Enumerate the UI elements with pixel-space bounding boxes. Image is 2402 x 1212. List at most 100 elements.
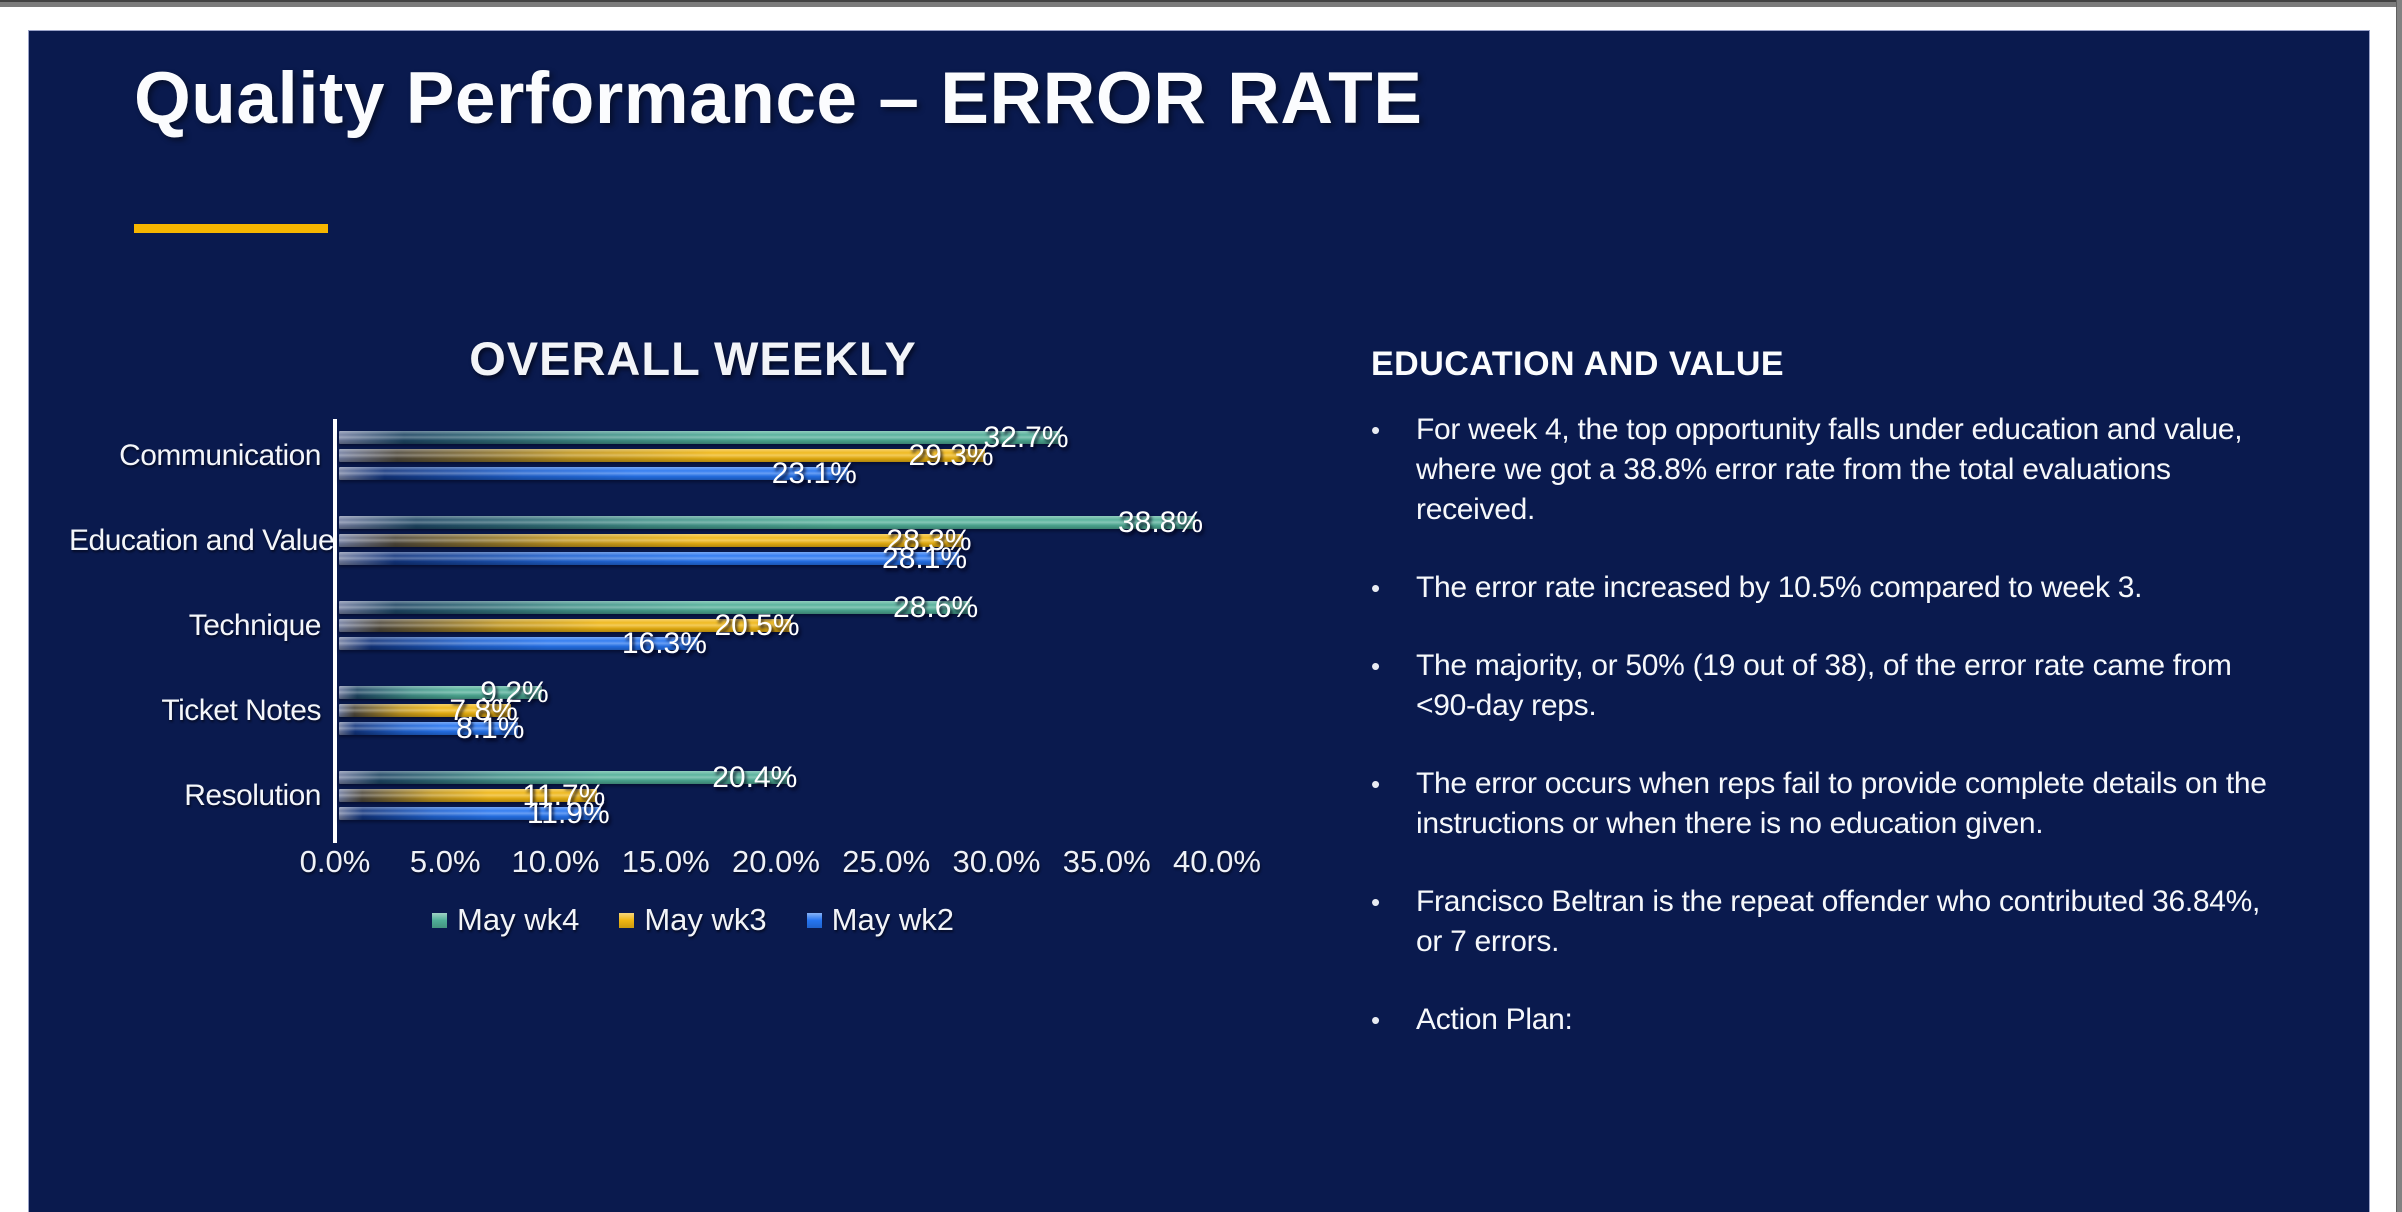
bullet-text: Francisco Beltran is the repeat offender… — [1416, 882, 2376, 962]
bar-may-wk3: 29.3% — [339, 440, 994, 470]
legend-label: May wk4 — [457, 902, 580, 937]
chart-bar-group: Resolution 20.4% 11.7% 11.9% — [69, 762, 1317, 828]
chart-bar-group: Ticket Notes 9.2% 7.8% 8.1% — [69, 677, 1317, 743]
category-label: Education and Value — [69, 523, 335, 557]
legend-item-may-wk4: May wk4 — [432, 902, 579, 938]
bar-value-label: 8.1% — [456, 711, 525, 745]
bar-value-label: 28.3% — [886, 523, 972, 557]
axis-tick-label: 25.0% — [842, 844, 931, 879]
category-label: Communication — [119, 438, 321, 472]
bar-row: 7.8% — [339, 695, 1221, 725]
bar-value-label: 29.3% — [908, 438, 994, 472]
category-label: Technique — [188, 608, 322, 642]
axis-tick-label: 30.0% — [952, 844, 1041, 879]
axis-tick-label: 35.0% — [1062, 844, 1151, 879]
bullet-item: • For week 4, the top opportunity falls u… — [1371, 410, 2376, 530]
legend-label: May wk2 — [831, 902, 954, 937]
x-axis: 0.0% 5.0% 10.0% 15.0% 20.0% 25.0% 30.0% 35.0% 40… — [300, 844, 1261, 879]
bullet-text: For week 4, the top opportunity falls un… — [1416, 410, 2376, 530]
legend-swatch — [432, 912, 448, 928]
bullet-line: instructions or when there is no educati… — [1416, 807, 2044, 840]
bar-may-wk2: 23.1% — [339, 458, 857, 488]
notes-heading: EDUCATION AND VALUE — [1371, 345, 1785, 383]
bar-row: 29.3% — [339, 440, 1221, 470]
bar-may-wk3: 20.5% — [339, 610, 800, 640]
bullet-line: Francisco Beltran is the repeat offender… — [1416, 885, 2261, 918]
title-accent-bar — [134, 224, 328, 233]
chart-area: OVERALL WEEKLY Communication 32.7% 29.3% 23… — [69, 331, 1317, 938]
bar-may-wk2: 8.1% — [339, 713, 524, 743]
bar-row: 32.7% — [339, 422, 1221, 452]
window-right-edge — [2396, 0, 2402, 1212]
chart-bar-group: Technique 28.6% 20.5% 16.3% — [69, 592, 1317, 658]
bar-row: 28.1% — [339, 543, 1221, 573]
bar-value-label: 20.4% — [712, 760, 798, 794]
bar-stack: 32.7% 29.3% 23.1% — [339, 422, 1221, 488]
slide-title: Quality Performance – ERROR RATE — [134, 58, 1423, 139]
category-label: Ticket Notes — [161, 693, 321, 727]
bar-row: 28.6% — [339, 592, 1221, 622]
axis-tick-label: 0.0% — [299, 844, 371, 879]
bullet-marker: • — [1371, 573, 1381, 603]
bullet-marker: • — [1371, 415, 1381, 445]
bar-value-label: 28.6% — [893, 590, 979, 624]
bar-may-wk3: 11.7% — [339, 780, 605, 810]
bullet-line: The error occurs when reps fail to provi… — [1416, 767, 2267, 800]
bullet-list: • For week 4, the top opportunity falls u… — [1371, 410, 2376, 1040]
bar-may-wk3: 7.8% — [339, 695, 518, 725]
bullet-line: where we got a 38.8% error rate from the… — [1416, 453, 2171, 486]
bar-value-label: 7.8% — [449, 693, 518, 727]
bar-row: 20.5% — [339, 610, 1221, 640]
legend-item-may-wk2: May wk2 — [806, 902, 954, 938]
legend-label: May wk3 — [644, 902, 767, 937]
bar-row: 9.2% — [339, 677, 1221, 707]
bullet-line: <90-day reps. — [1416, 689, 1597, 722]
bar-may-wk4: 38.8% — [339, 507, 1203, 537]
bullet-item: • The error rate increased by 10.5% compa… — [1371, 568, 2376, 608]
chart-bar-group: Education and Value 38.8% 28.3% 28.1% — [69, 507, 1317, 573]
slide-canvas: Quality Performance – ERROR RATE OVERALL… — [28, 30, 2370, 1212]
bullet-item: • The majority, or 50% (19 out of 38), of… — [1371, 646, 2376, 726]
bullet-line: The majority, or 50% (19 out of 38), of … — [1416, 649, 2232, 682]
bullet-text: The error rate increased by 10.5% compar… — [1416, 568, 2376, 608]
bullet-line: or 7 errors. — [1416, 925, 1560, 958]
category-label: Resolution — [184, 778, 321, 812]
axis-tick-label: 5.0% — [409, 844, 481, 879]
bar-value-label: 23.1% — [771, 456, 857, 490]
bullet-text: Action Plan: — [1416, 1000, 2376, 1040]
bar-value-label: 11.9% — [526, 796, 610, 830]
bar-row: 11.7% — [339, 780, 1221, 810]
legend-item-may-wk3: May wk3 — [619, 902, 767, 938]
bullet-marker: • — [1371, 1005, 1381, 1035]
bar-value-label: 32.7% — [983, 420, 1069, 454]
chart-title: OVERALL WEEKLY — [469, 332, 917, 385]
bar-value-label: 20.5% — [714, 608, 800, 642]
bar-stack: 28.6% 20.5% 16.3% — [339, 592, 1221, 658]
bullet-text: The error occurs when reps fail to provi… — [1416, 764, 2376, 844]
bar-value-label: 16.3% — [621, 626, 707, 660]
window-top-bar — [0, 0, 2402, 7]
bar-may-wk3: 28.3% — [339, 525, 972, 555]
bar-may-wk4: 28.6% — [339, 592, 978, 622]
legend-swatch — [806, 912, 822, 928]
bar-row: 8.1% — [339, 713, 1221, 743]
bar-stack: 38.8% 28.3% 28.1% — [339, 507, 1221, 573]
notes-panel: EDUCATION AND VALUE • For week 4, the top… — [1371, 345, 2376, 1078]
bar-row: 23.1% — [339, 458, 1221, 488]
bullet-line: The error rate increased by 10.5% compar… — [1416, 571, 2143, 604]
bar-row: 11.9% — [339, 798, 1221, 828]
bar-value-label: 28.1% — [882, 541, 968, 575]
bullet-marker: • — [1371, 769, 1381, 799]
bar-value-label: 9.2% — [480, 675, 549, 709]
bar-row: 28.3% — [339, 525, 1221, 555]
axis-tick-label: 10.0% — [511, 844, 600, 879]
bar-row: 20.4% — [339, 762, 1221, 792]
bar-may-wk4: 32.7% — [339, 422, 1069, 452]
bar-may-wk2: 28.1% — [339, 543, 967, 573]
bar-stack: 9.2% 7.8% 8.1% — [339, 677, 1221, 743]
bar-value-label: 11.7% — [522, 778, 606, 812]
legend-swatch — [619, 912, 635, 928]
bar-value-label: 38.8% — [1117, 505, 1204, 539]
bullet-line: For week 4, the top opportunity falls un… — [1416, 413, 2243, 446]
